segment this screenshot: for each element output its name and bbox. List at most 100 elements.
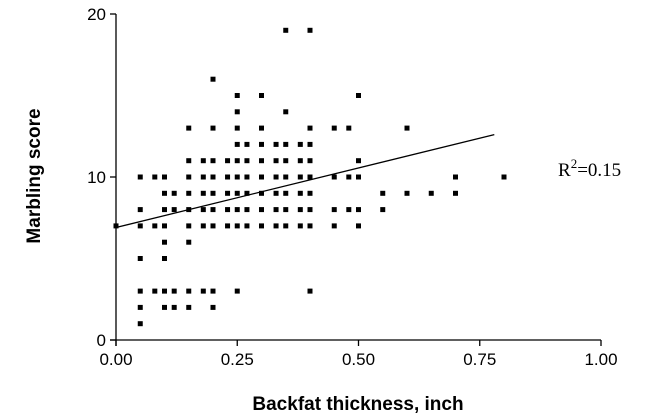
- data-point: [234, 93, 240, 98]
- data-point: [225, 207, 231, 213]
- data-point: [356, 174, 361, 180]
- data-point: [200, 158, 206, 164]
- data-point: [283, 109, 289, 115]
- data-point: [210, 223, 216, 229]
- data-point: [171, 288, 177, 294]
- data-point: [273, 174, 279, 180]
- y-tick-label: 20: [87, 5, 106, 24]
- data-point: [210, 174, 216, 180]
- x-tick-label: 0.25: [221, 350, 254, 369]
- data-point: [186, 239, 192, 245]
- regression-line: [115, 133, 495, 229]
- r-squared-annotation: R2=0.15: [558, 156, 621, 181]
- data-point: [162, 256, 167, 261]
- data-point: [259, 174, 264, 180]
- data-point: [259, 93, 264, 98]
- data-points: [113, 27, 507, 327]
- y-axis-title: Marbling score: [24, 108, 45, 243]
- data-point: [259, 125, 264, 131]
- data-point: [171, 190, 177, 196]
- data-point: [244, 207, 250, 213]
- data-point: [273, 158, 279, 164]
- data-point: [244, 141, 250, 147]
- data-point: [137, 304, 143, 310]
- data-point: [234, 109, 240, 115]
- data-point: [171, 304, 177, 310]
- data-point: [380, 190, 386, 196]
- data-point: [283, 141, 289, 147]
- data-point: [186, 304, 192, 310]
- x-tick-label: 0.50: [342, 350, 375, 369]
- data-point: [162, 239, 167, 245]
- data-point: [244, 190, 250, 196]
- y-tick-label: 10: [87, 168, 106, 187]
- data-point: [273, 190, 279, 196]
- data-point: [259, 190, 264, 196]
- data-point: [137, 288, 143, 294]
- r-squared-base: R: [558, 160, 571, 181]
- data-point: [307, 207, 313, 213]
- data-point: [356, 93, 361, 98]
- data-point: [283, 190, 289, 196]
- data-point: [162, 288, 167, 294]
- data-point: [137, 207, 143, 213]
- data-point: [501, 174, 507, 180]
- x-tick-label: 0.00: [99, 350, 132, 369]
- data-point: [297, 174, 303, 180]
- data-point: [331, 223, 337, 229]
- r-squared-value: =0.15: [577, 160, 621, 181]
- data-point: [171, 207, 177, 213]
- data-point: [297, 207, 303, 213]
- data-point: [210, 288, 216, 294]
- data-point: [152, 288, 158, 294]
- data-point: [297, 223, 303, 229]
- data-point: [210, 207, 216, 213]
- data-point: [346, 174, 352, 180]
- data-point: [244, 174, 250, 180]
- data-point: [225, 190, 231, 196]
- data-point: [225, 158, 231, 164]
- data-point: [234, 223, 240, 229]
- data-point: [346, 207, 352, 213]
- data-point: [404, 190, 410, 196]
- data-point: [186, 125, 192, 131]
- data-point: [404, 125, 410, 131]
- data-point: [200, 207, 206, 213]
- r-squared-superscript: 2: [571, 156, 578, 171]
- data-point: [186, 190, 192, 196]
- data-point: [283, 158, 289, 164]
- data-point: [297, 190, 303, 196]
- data-point: [186, 158, 192, 164]
- data-point: [273, 141, 279, 147]
- data-point: [152, 223, 158, 229]
- data-point: [453, 190, 458, 196]
- y-tick-label: 0: [97, 331, 106, 350]
- data-point: [210, 304, 216, 310]
- data-point: [186, 223, 192, 229]
- data-point: [307, 174, 313, 180]
- data-point: [234, 288, 240, 294]
- x-axis-ticks: 0.00 0.25 0.50 0.75 1.00: [99, 340, 618, 369]
- data-point: [259, 223, 264, 229]
- data-point: [259, 158, 264, 164]
- data-point: [283, 174, 289, 180]
- data-point: [225, 223, 231, 229]
- data-point: [273, 223, 279, 229]
- data-point: [331, 207, 337, 213]
- data-point: [244, 223, 250, 229]
- data-point: [307, 27, 313, 33]
- data-point: [162, 190, 167, 196]
- data-point: [307, 125, 313, 131]
- data-point: [137, 174, 143, 180]
- data-point: [297, 141, 303, 147]
- data-point: [380, 207, 386, 213]
- data-point: [307, 141, 313, 147]
- data-point: [273, 207, 279, 213]
- data-point: [259, 141, 264, 147]
- x-tick-label: 1.00: [584, 350, 617, 369]
- data-point: [346, 125, 352, 131]
- data-point: [234, 141, 240, 147]
- data-point: [307, 223, 313, 229]
- data-point: [234, 190, 240, 196]
- data-point: [186, 288, 192, 294]
